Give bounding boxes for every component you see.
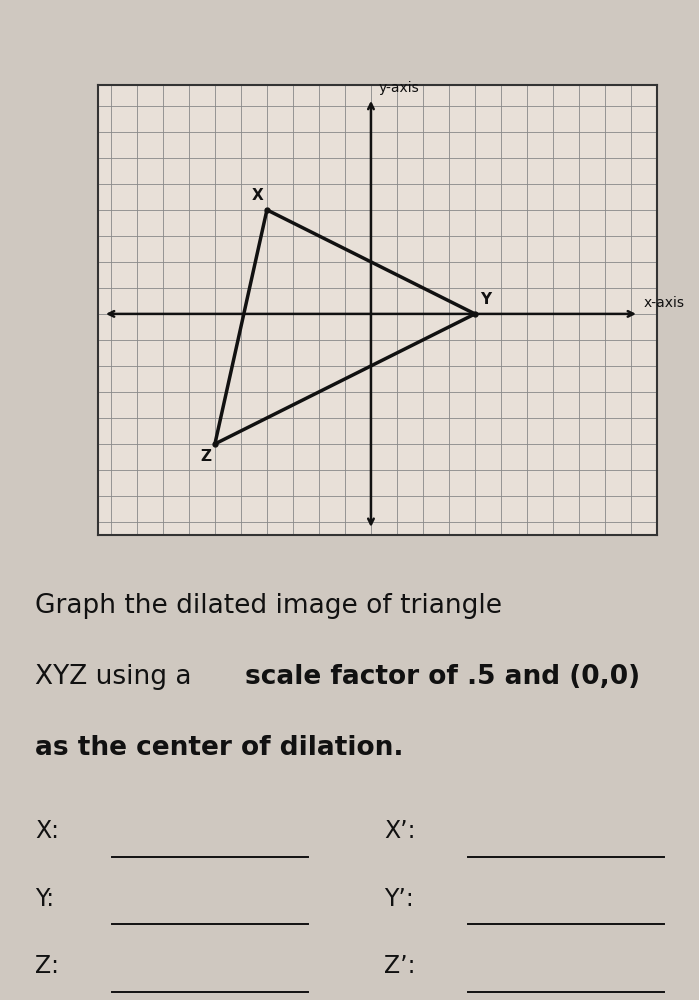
Text: Z’:: Z’: — [384, 954, 416, 978]
Text: Y:: Y: — [35, 887, 54, 911]
Text: y-axis: y-axis — [379, 81, 419, 95]
Text: Y’:: Y’: — [384, 887, 415, 911]
Text: X’:: X’: — [384, 819, 416, 843]
Text: as the center of dilation.: as the center of dilation. — [35, 735, 403, 761]
Text: Z:: Z: — [35, 954, 59, 978]
Text: XYZ using a: XYZ using a — [35, 664, 200, 690]
Text: scale factor of .5 and (0,0): scale factor of .5 and (0,0) — [245, 664, 640, 690]
Text: X: X — [251, 188, 263, 203]
Text: Y: Y — [480, 292, 491, 307]
Text: x-axis: x-axis — [644, 296, 685, 310]
Text: X:: X: — [35, 819, 59, 843]
Text: Graph the dilated image of triangle: Graph the dilated image of triangle — [35, 593, 502, 619]
Text: Z: Z — [200, 449, 211, 464]
